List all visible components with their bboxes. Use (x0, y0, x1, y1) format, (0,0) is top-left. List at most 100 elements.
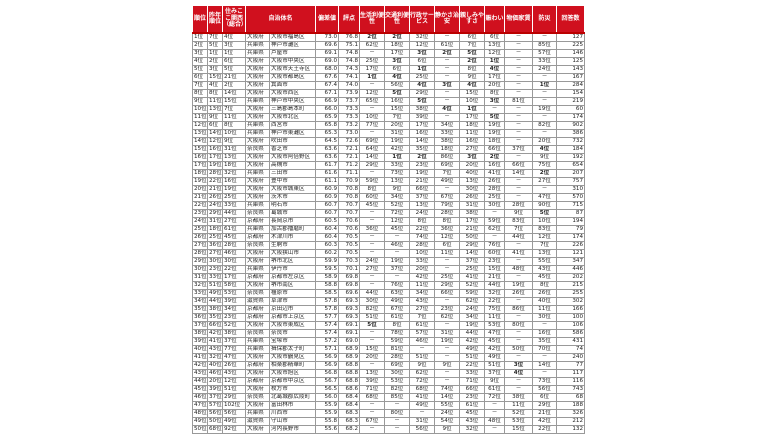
cell-friendliness: 26位 (459, 193, 486, 202)
cell-responses: 431 (556, 337, 586, 346)
table-row: 6位 15位 21位 大阪府 大阪市都島区 67.6 74.1 1位 4位 25位－ 9位 17位－－… (192, 73, 586, 82)
cell-overall-rank: 26位 (222, 361, 246, 370)
cell-disaster: － (532, 32, 558, 42)
cell-disaster: 30位 (532, 313, 558, 322)
cell-liveliness: 44位 (484, 281, 506, 290)
cell-rank: 50位 (192, 425, 208, 434)
cell-rank: 21位 (192, 193, 208, 202)
cell-responses: 586 (556, 329, 586, 338)
cell-living: 25位 (359, 57, 386, 66)
cell-responses: 154 (556, 89, 586, 98)
cell-living: － (359, 241, 386, 250)
cell-prefecture: 大阪府 (245, 369, 270, 378)
cell-prices: 15位 (504, 425, 534, 434)
cell-city: 揖保郡太子町 (268, 345, 317, 354)
cell-quiet: 19位 (434, 337, 461, 346)
cell-last-year-rank: 3位 (207, 65, 223, 74)
cell-score: 69.6 (338, 289, 361, 298)
cell-rank: 38位 (192, 329, 208, 338)
cell-city: 大阪市旭区 (268, 369, 317, 378)
cell-admin: － (409, 409, 436, 418)
cell-overall-rank: 56位 (222, 409, 246, 418)
cell-score: 70.9 (338, 177, 361, 186)
cell-disaster: 4位 (532, 145, 558, 154)
cell-last-year-rank: 11位 (207, 97, 223, 106)
cell-disaster: 5位 (532, 209, 558, 218)
cell-living: 36位 (359, 225, 386, 234)
cell-responses: 446 (556, 265, 586, 274)
header-admin-services: 行政サービス (409, 5, 436, 34)
cell-prices: 86位 (504, 305, 534, 314)
cell-deviation: 61.6 (315, 169, 340, 178)
cell-city: 奈良市 (268, 329, 317, 338)
cell-last-year-rank: 13位 (207, 105, 223, 114)
cell-prefecture: 兵庫県 (245, 201, 270, 210)
cell-disaster: 90位 (532, 201, 558, 210)
cell-quiet: 54位 (434, 417, 461, 426)
cell-quiet: － (434, 113, 461, 122)
cell-prices: － (504, 121, 534, 130)
cell-prefecture: 大阪府 (245, 281, 270, 290)
cell-quiet: 38位 (434, 137, 461, 146)
cell-responses: 132 (556, 425, 586, 434)
cell-score: 70.6 (338, 225, 361, 234)
cell-prices: － (504, 385, 534, 394)
cell-admin: 66位 (409, 185, 436, 194)
cell-prefecture: 兵庫県 (245, 225, 270, 234)
cell-prefecture: 京都府 (245, 377, 270, 386)
cell-living: － (359, 337, 386, 346)
table-row: 50位 68位 92位 大阪府 河内長野市 55.6 68.2 －－ 56位 9位 32位－ 15位 2… (192, 425, 586, 434)
cell-last-year-rank: 31位 (207, 217, 223, 226)
cell-score: 70.8 (338, 185, 361, 194)
cell-prefecture: 兵庫県 (245, 265, 270, 274)
cell-last-year-rank: 51位 (207, 281, 223, 290)
cell-prices: － (504, 241, 534, 250)
cell-liveliness: 1位 (484, 57, 506, 66)
cell-deviation: 56.9 (315, 353, 340, 362)
cell-disaster: 57位 (532, 49, 558, 58)
cell-friendliness: 14位 (459, 249, 486, 258)
cell-prices: 14位 (504, 169, 534, 178)
cell-admin: 43位 (409, 297, 436, 306)
cell-city: 京都市中京区 (268, 377, 317, 386)
cell-admin: 41位 (409, 393, 436, 402)
cell-prefecture: 大阪府 (245, 73, 270, 82)
cell-deviation: 56.9 (315, 361, 340, 370)
cell-score: 72.6 (338, 137, 361, 146)
cell-disaster: 47位 (532, 193, 558, 202)
cell-transport: 49位 (384, 297, 411, 306)
cell-last-year-rank: 49位 (207, 289, 223, 298)
cell-overall-rank: 38位 (222, 329, 246, 338)
cell-friendliness: 5位 (459, 49, 486, 58)
cell-prices: － (504, 193, 534, 202)
cell-responses: 202 (556, 273, 586, 282)
cell-friendliness: 43位 (459, 417, 486, 426)
cell-deviation: 69.1 (315, 49, 340, 58)
table-row: 30位 23位 22位 兵庫県 伊丹市 59.5 70.1 27位 37位 20位－ 25位 15位 4… (192, 265, 586, 274)
cell-admin: 56位 (409, 425, 436, 434)
cell-score: 70.7 (338, 201, 361, 210)
cell-prefecture: 大阪府 (245, 385, 270, 394)
cell-liveliness: － (484, 233, 506, 242)
cell-admin: 2位 (409, 153, 436, 162)
cell-liveliness: 9位 (484, 377, 506, 386)
cell-quiet: 28位 (434, 209, 461, 218)
cell-admin: 8位 (409, 217, 436, 226)
cell-living: 44位 (359, 289, 386, 298)
cell-overall-rank: 21位 (222, 73, 246, 82)
cell-prefecture: 大阪府 (245, 161, 270, 170)
cell-prices: － (504, 105, 534, 114)
cell-overall-rank: 1位 (222, 49, 246, 58)
cell-liveliness: 5位 (484, 113, 506, 122)
cell-liveliness: － (484, 105, 506, 114)
cell-responses: 117 (556, 369, 586, 378)
cell-prefecture: 奈良県 (245, 393, 270, 402)
table-row: 22位 24位 33位 兵庫県 明石市 60.7 70.7 45位 52位 13位 79位 31位 30… (192, 201, 586, 210)
cell-quiet: 12位 (434, 233, 461, 242)
cell-transport: 31位 (384, 129, 411, 138)
cell-liveliness: 45位 (484, 337, 506, 346)
cell-last-year-rank: 27位 (207, 249, 223, 258)
cell-living: － (359, 281, 386, 290)
cell-overall-rank: 17位 (222, 273, 246, 282)
cell-transport: 37位 (384, 265, 411, 274)
